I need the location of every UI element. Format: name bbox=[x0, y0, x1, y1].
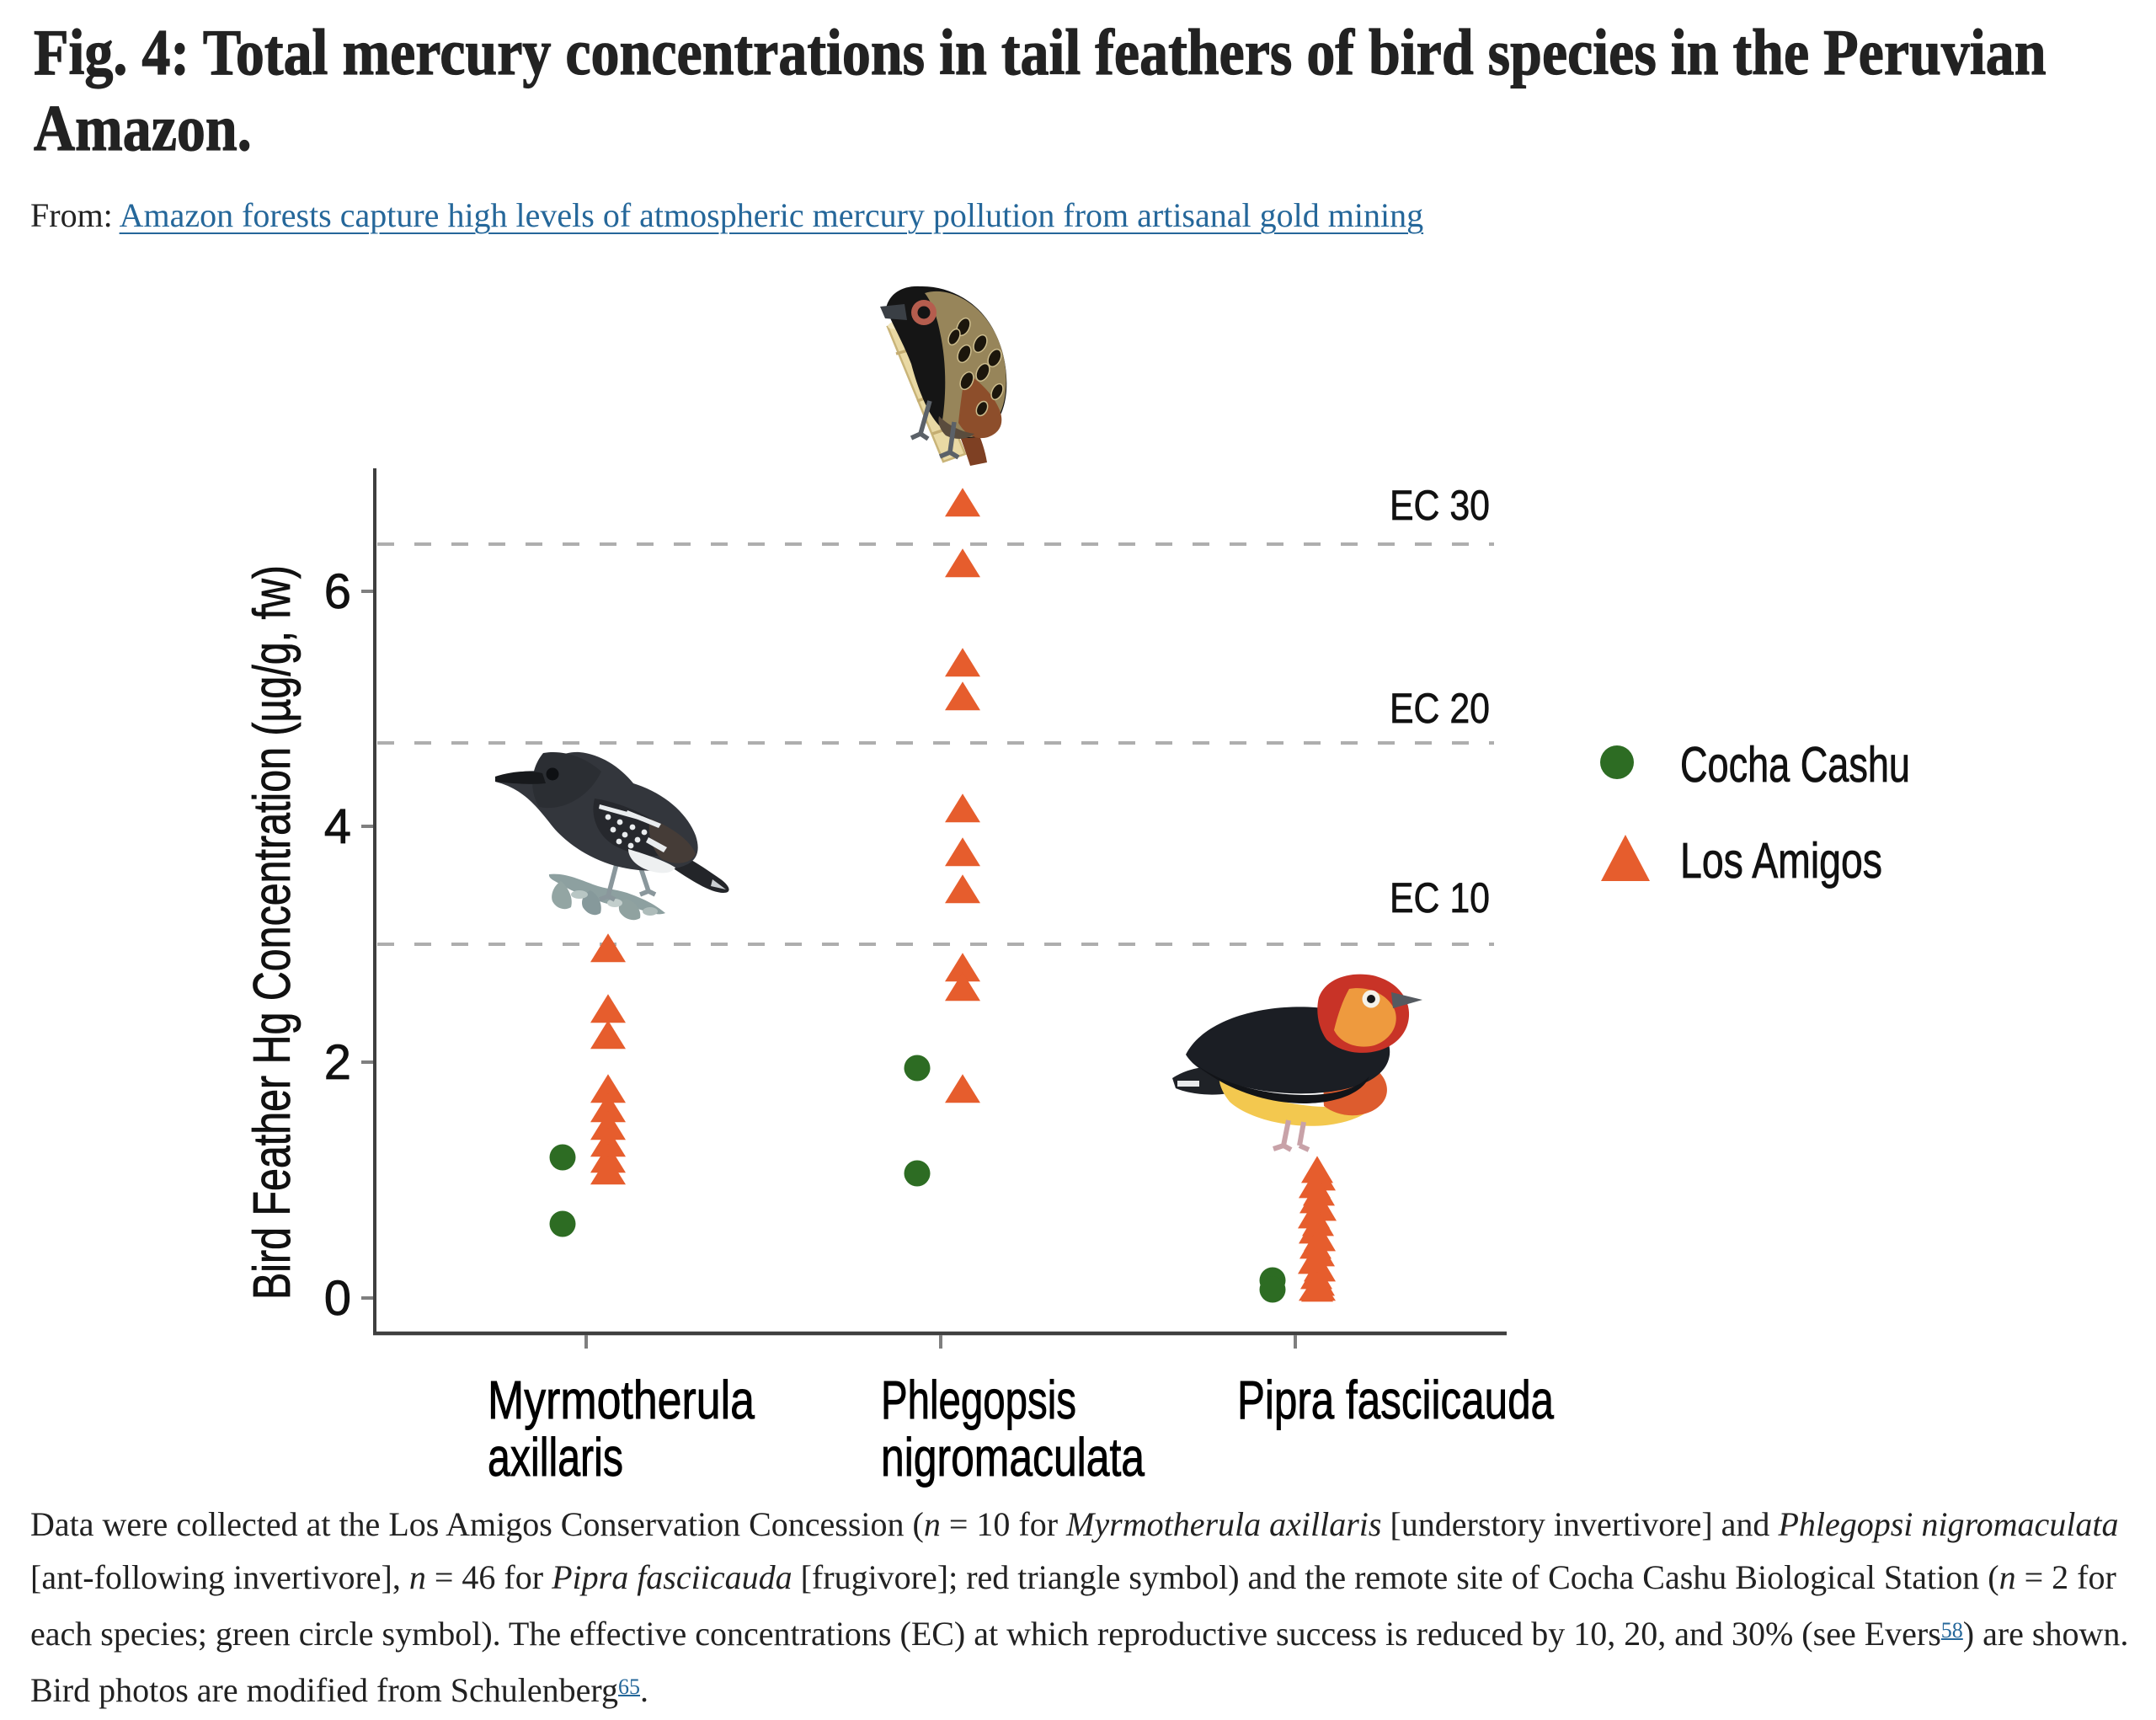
svg-text:EC 20: EC 20 bbox=[1390, 685, 1490, 732]
svg-text:Myrmotherula: Myrmotherula bbox=[488, 1370, 755, 1430]
svg-text:EC 10: EC 10 bbox=[1390, 874, 1490, 921]
svg-text:Bird Feather Hg Concentration: Bird Feather Hg Concentration (µg/g, fw) bbox=[243, 565, 302, 1300]
svg-text:Los Amigos: Los Amigos bbox=[1680, 833, 1882, 889]
svg-text:Pipra fasciicauda: Pipra fasciicauda bbox=[1237, 1370, 1554, 1430]
svg-text:EC 30: EC 30 bbox=[1390, 482, 1490, 529]
svg-text:6: 6 bbox=[324, 564, 351, 619]
svg-text:Phlegopsis: Phlegopsis bbox=[881, 1370, 1076, 1430]
svg-text:4: 4 bbox=[324, 799, 351, 854]
svg-text:Cocha Cashu: Cocha Cashu bbox=[1680, 737, 1910, 793]
svg-text:0: 0 bbox=[324, 1271, 351, 1326]
svg-text:2: 2 bbox=[324, 1035, 351, 1090]
svg-text:nigromaculata: nigromaculata bbox=[881, 1427, 1145, 1488]
svg-text:axillaris: axillaris bbox=[488, 1427, 623, 1488]
